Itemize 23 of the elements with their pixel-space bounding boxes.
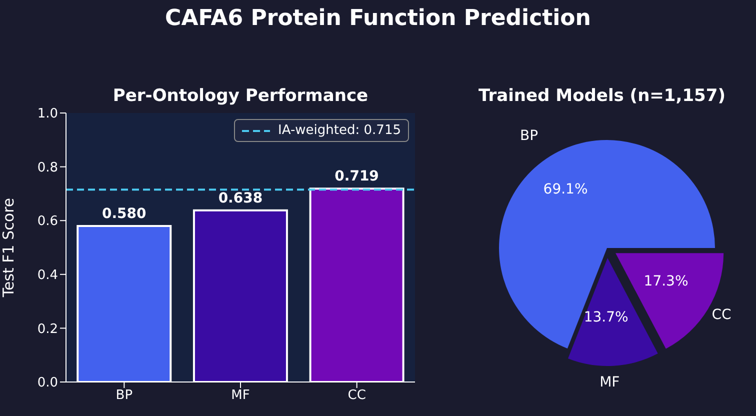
- y-tick-label: 0.0: [37, 376, 58, 391]
- slice-label: CC: [712, 307, 732, 324]
- y-tick-label: 0.4: [37, 268, 58, 284]
- data-label: 69.1%: [543, 181, 588, 198]
- y-tick-label: 0.2: [37, 322, 58, 337]
- data-label: 0.580: [102, 206, 147, 222]
- data-label: 17.3%: [644, 274, 688, 290]
- data-label: 0.638: [218, 190, 263, 206]
- text: CAFA6 Protein Function Prediction: [164, 6, 592, 31]
- legend-label: IA-weighted: 0.715: [278, 123, 401, 138]
- y-tick-label: 1.0: [37, 106, 58, 122]
- y-tick-label: 0.6: [37, 214, 58, 230]
- data-label: 13.7%: [584, 310, 628, 326]
- x-tick-label: MF: [231, 388, 250, 404]
- data-label: 0.719: [334, 168, 379, 185]
- slice-label: MF: [600, 374, 620, 390]
- y-tick-label: 0.8: [37, 160, 58, 176]
- x-tick-label: BP: [116, 388, 133, 404]
- chart-title: Per-Ontology Performance: [112, 86, 370, 106]
- x-tick-label: CC: [348, 388, 366, 404]
- slice-label: BP: [520, 128, 538, 144]
- y-axis-title: Test F1 Score: [0, 198, 18, 298]
- chart-title: Trained Models (n=1,157): [478, 86, 726, 106]
